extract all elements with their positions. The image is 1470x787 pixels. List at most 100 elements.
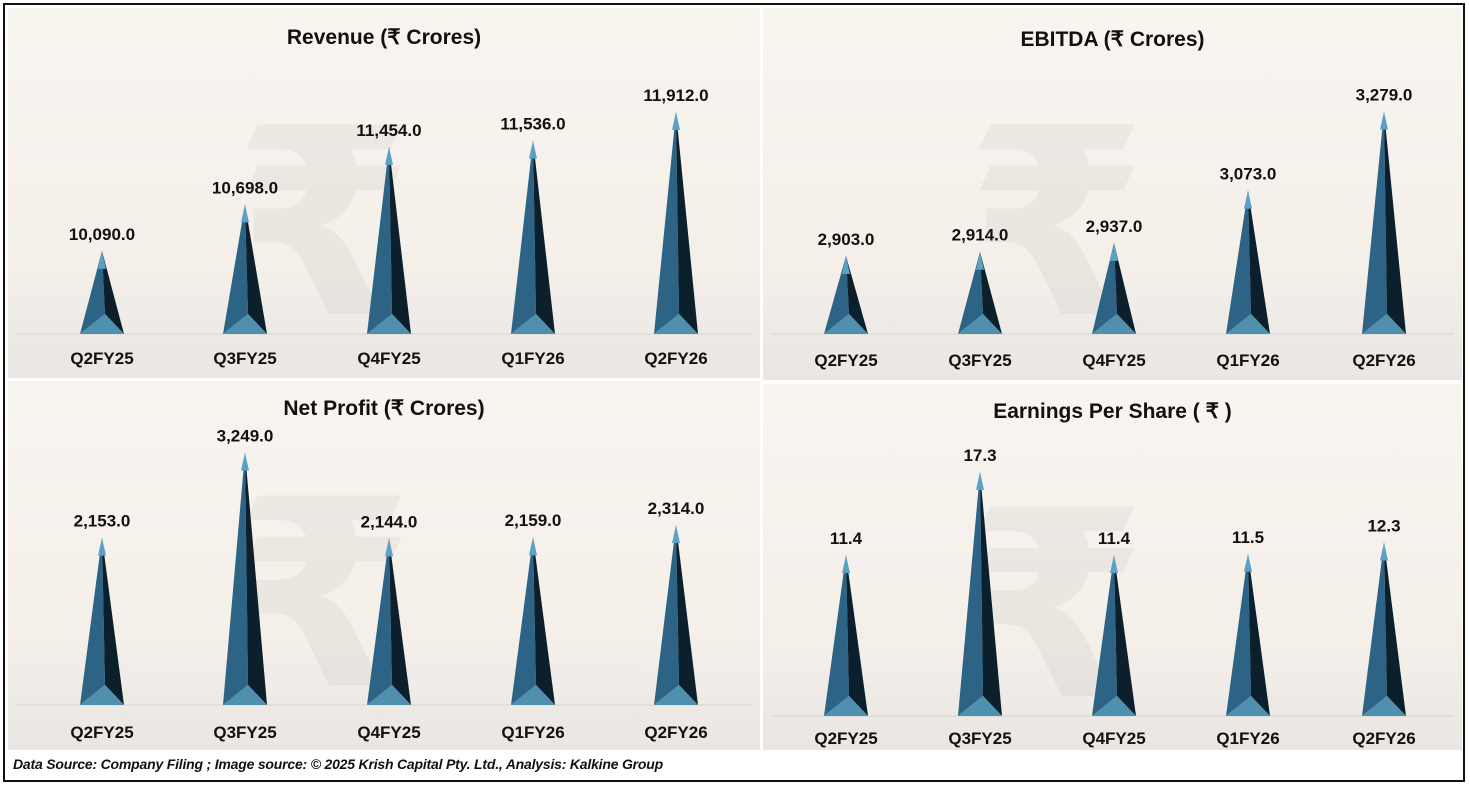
pyramid-right-face [980, 251, 1002, 334]
pyramid-apex [976, 251, 984, 270]
chart-title: Revenue (₹ Crores) [287, 26, 481, 49]
x-tick-label: Q3FY25 [213, 723, 276, 742]
pyramid-left-face [824, 255, 849, 334]
bar-q2fy26 [1362, 111, 1406, 335]
pyramid-right-face [389, 538, 411, 705]
x-tick-label: Q2FY25 [814, 351, 877, 370]
pyramid-left-face [1092, 242, 1117, 334]
data-label: 2,153.0 [74, 512, 131, 531]
x-tick-label: Q2FY25 [814, 729, 877, 748]
pyramid-left-face [367, 146, 392, 334]
data-label: 10,090.0 [69, 225, 135, 244]
data-label: 12.3 [1367, 516, 1400, 535]
chart-svg: ₹Net Profit (₹ Crores)2,153.0Q2FY253,249… [16, 397, 752, 747]
pyramid-right-face [1248, 190, 1270, 334]
pyramid-base-face [1092, 696, 1136, 716]
x-tick-label: Q4FY25 [357, 349, 420, 368]
x-tick-label: Q3FY25 [948, 729, 1011, 748]
pyramid-right-face [533, 140, 555, 334]
pyramid-apex [842, 255, 850, 274]
pyramid-apex [842, 555, 850, 574]
pyramid-left-face [223, 452, 248, 705]
data-label: 10,698.0 [212, 179, 278, 198]
pyramid-left-face [958, 471, 983, 716]
data-label: 2,159.0 [505, 511, 562, 530]
pyramid-left-face [80, 250, 105, 334]
pyramid-apex [1380, 542, 1388, 561]
data-label: 3,249.0 [217, 427, 274, 446]
data-label: 17.3 [963, 446, 996, 465]
x-tick-label: Q1FY26 [1216, 351, 1279, 370]
chart-title: Earnings Per Share ( ₹ ) [993, 400, 1232, 423]
pyramid-right-face [1384, 111, 1406, 335]
bar-q2fy25 [80, 537, 124, 705]
pyramid-base-face [958, 314, 1002, 334]
pyramid-base-face [654, 314, 698, 334]
pyramid-apex [529, 537, 537, 556]
pyramid-base-face [1226, 314, 1270, 334]
data-label: 2,914.0 [952, 226, 1009, 245]
pyramid-right-face [1248, 553, 1270, 716]
bar-q1fy26 [1226, 553, 1270, 716]
bar-q2fy25 [824, 555, 868, 716]
ebitda-chart-panel: ₹ EBITDA (₹ Crores) 2,903.0 Q2FY25 2,914.0 Q3… [763, 8, 1462, 380]
pyramid-left-face [1226, 553, 1251, 716]
pyramid-right-face [533, 537, 555, 705]
pyramid-left-face [654, 111, 679, 335]
pyramid-base-face [824, 314, 868, 334]
revenue-chart-panel: ₹ Revenue (₹ Crores) 10,090.0 Q2FY25 10,698.… [8, 8, 760, 378]
pyramid-apex [385, 146, 393, 165]
bar-q3fy25 [958, 251, 1002, 334]
bar-q3fy25 [223, 204, 267, 334]
data-label: 11,536.0 [500, 115, 565, 134]
pyramid-base-face [511, 685, 555, 705]
pyramid-right-face [245, 204, 267, 334]
pyramid-apex [529, 140, 537, 159]
x-tick-label: Q3FY25 [948, 351, 1011, 370]
pyramid-right-face [245, 452, 267, 705]
pyramid-right-face [102, 250, 124, 334]
bar-q4fy25 [367, 538, 411, 705]
pyramid-left-face [1362, 111, 1387, 335]
pyramid-right-face [1384, 542, 1406, 716]
chart-svg: ₹Revenue (₹ Crores)10,090.0Q2FY2510,698.… [16, 26, 752, 376]
pyramid-apex [98, 250, 106, 269]
pyramid-base-face [1092, 314, 1136, 334]
pyramid-apex [1244, 190, 1252, 209]
x-tick-label: Q2FY26 [644, 349, 707, 368]
data-label: 11.5 [1232, 528, 1264, 547]
bar-q1fy26 [1226, 190, 1270, 334]
pyramid-base-face [223, 314, 267, 334]
pyramid-right-face [846, 255, 868, 334]
pyramid-left-face [80, 537, 105, 705]
bar-q4fy25 [367, 146, 411, 334]
pyramid-apex [672, 111, 680, 130]
pyramid-apex [1110, 242, 1118, 261]
bar-q1fy26 [511, 140, 555, 334]
bar-q2fy26 [1362, 542, 1406, 716]
data-label: 2,144.0 [361, 512, 418, 531]
chart-title: EBITDA (₹ Crores) [1020, 28, 1204, 51]
x-tick-label: Q4FY25 [1082, 351, 1145, 370]
pyramid-apex [1110, 555, 1118, 574]
pyramid-apex [385, 538, 393, 557]
x-tick-label: Q1FY26 [501, 723, 564, 742]
pyramid-base-face [223, 685, 267, 705]
pyramid-right-face [389, 146, 411, 334]
pyramid-apex [241, 452, 249, 471]
pyramid-base-face [1226, 696, 1270, 716]
pyramid-base-face [1362, 314, 1406, 334]
pyramid-left-face [654, 525, 679, 705]
data-label: 11,454.0 [356, 121, 421, 140]
x-tick-label: Q2FY25 [70, 723, 133, 742]
pyramid-right-face [676, 111, 698, 335]
x-tick-label: Q1FY26 [501, 349, 564, 368]
eps-chart-panel: ₹ Earnings Per Share ( ₹ ) 11.4 Q2FY25 17.3 Q… [763, 384, 1462, 750]
x-tick-label: Q2FY26 [1352, 729, 1415, 748]
pyramid-left-face [367, 538, 392, 705]
x-tick-label: Q2FY26 [644, 723, 707, 742]
pyramid-left-face [511, 537, 536, 705]
pyramid-apex [1244, 553, 1252, 572]
x-tick-label: Q2FY26 [1352, 351, 1415, 370]
bar-q2fy26 [654, 111, 698, 335]
